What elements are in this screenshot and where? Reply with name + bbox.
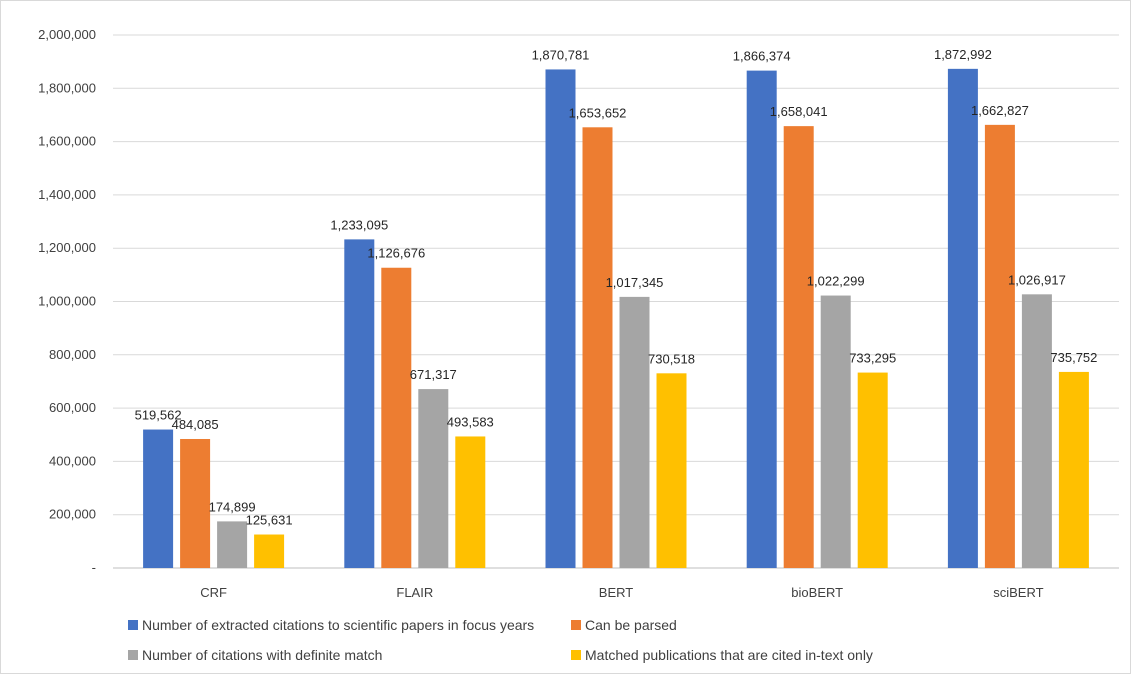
data-label: 1,870,781	[532, 47, 590, 62]
y-tick-label: 200,000	[49, 507, 96, 522]
data-label: 125,631	[246, 513, 293, 528]
bar	[217, 521, 248, 568]
legend-swatch	[571, 620, 581, 630]
bar	[344, 239, 375, 568]
bar	[418, 389, 449, 568]
bar	[857, 372, 888, 568]
x-tick-label: bioBERT	[791, 585, 843, 600]
legend-swatch	[571, 650, 581, 660]
x-tick-label: CRF	[200, 585, 227, 600]
data-label: 1,866,374	[733, 49, 791, 64]
bars	[143, 68, 1089, 569]
y-tick-label: 400,000	[49, 453, 96, 468]
x-axis: CRF FLAIR BERT bioBERT sciBERT	[200, 585, 1043, 600]
data-label: 1,126,676	[367, 246, 425, 261]
y-tick-label: 1,200,000	[38, 240, 96, 255]
bar	[1058, 371, 1089, 568]
bar	[947, 68, 978, 569]
bar	[582, 127, 613, 568]
y-tick-label: 1,000,000	[38, 294, 96, 309]
data-label: 1,872,992	[934, 47, 992, 62]
legend-entry: Can be parsed	[585, 617, 677, 633]
data-label: 1,653,652	[569, 105, 627, 120]
legend-swatch	[128, 650, 138, 660]
data-label: 733,295	[849, 351, 896, 366]
bar	[381, 267, 412, 568]
y-tick-label: 800,000	[49, 347, 96, 362]
data-label: 484,085	[172, 417, 219, 432]
data-label: 730,518	[648, 351, 695, 366]
y-tick-label: 1,600,000	[38, 134, 96, 149]
bar	[180, 438, 211, 568]
data-label: 1,022,299	[807, 274, 865, 289]
x-tick-label: sciBERT	[993, 585, 1043, 600]
bar	[545, 69, 576, 569]
x-tick-label: BERT	[599, 585, 633, 600]
legend-entry: Number of citations with definite match	[142, 647, 382, 663]
legend: Number of extracted citations to scienti…	[128, 617, 873, 663]
data-label: 1,026,917	[1008, 272, 1066, 287]
y-tick-label: -	[92, 560, 96, 575]
bar	[143, 429, 174, 568]
y-tick-label: 2,000,000	[38, 27, 96, 42]
data-label: 1,233,095	[330, 217, 388, 232]
y-tick-label: 1,800,000	[38, 80, 96, 95]
data-label: 671,317	[410, 367, 457, 382]
bar	[656, 373, 687, 568]
data-label: 1,658,041	[770, 104, 828, 119]
legend-entry: Matched publications that are cited in-t…	[585, 647, 873, 663]
bar	[746, 70, 777, 568]
bar	[455, 436, 486, 568]
data-label: 174,899	[209, 499, 256, 514]
bar	[254, 534, 285, 568]
data-label: 1,662,827	[971, 103, 1029, 118]
data-label: 1,017,345	[606, 275, 664, 290]
legend-swatch	[128, 620, 138, 630]
bar	[783, 126, 814, 568]
data-label: 735,752	[1050, 350, 1097, 365]
data-label: 493,583	[447, 414, 494, 429]
bar	[619, 296, 650, 568]
legend-entry: Number of extracted citations to scienti…	[142, 617, 534, 633]
bar	[984, 124, 1015, 569]
y-tick-label: 1,400,000	[38, 187, 96, 202]
bar	[820, 295, 851, 568]
bar	[1021, 294, 1052, 568]
y-tick-label: 600,000	[49, 400, 96, 415]
data-label: 519,562	[135, 408, 182, 423]
y-axis: - 200,000 400,000 600,000 800,000 1,000,000 1,…	[38, 27, 96, 575]
x-tick-label: FLAIR	[396, 585, 433, 600]
